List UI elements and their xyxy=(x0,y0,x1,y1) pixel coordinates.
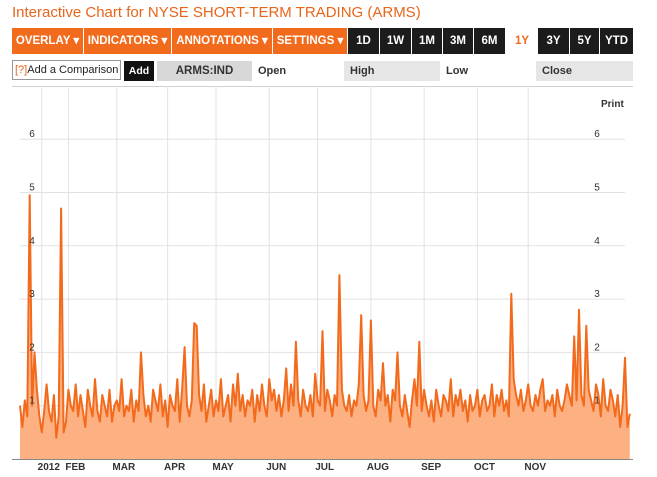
x-tick-label: FEB xyxy=(65,462,85,473)
range-1d-button[interactable]: 1D xyxy=(348,28,380,54)
y-tick-label-left: 2 xyxy=(29,342,35,353)
low-field: Low xyxy=(446,65,468,77)
y-tick-label-left: 1 xyxy=(29,396,35,407)
y-tick-label-left: 5 xyxy=(29,183,35,194)
open-field: Open xyxy=(258,65,287,77)
range-1w-button[interactable]: 1W xyxy=(380,28,412,54)
x-tick-label: SEP xyxy=(421,462,441,473)
range-ytd-button[interactable]: YTD xyxy=(600,28,633,54)
arms-area-chart[interactable]: 1 1 2 2 3 3 4 4 5 5 6 6 2012 FEB MAR APR MAY JUN JUL AUG SEP… xyxy=(12,86,633,475)
y-tick-label-right: 2 xyxy=(594,342,600,353)
y-tick-label-right: 5 xyxy=(594,183,600,194)
range-1m-button[interactable]: 1M xyxy=(412,28,443,54)
help-icon[interactable]: [?] xyxy=(15,64,28,76)
axis-labels: 1 1 2 2 3 3 4 4 5 5 6 6 2012 FEB MAR APR MAY JUN JUL AUG SEP… xyxy=(29,129,600,473)
annotations-menu[interactable]: ANNOTATIONS ▾ xyxy=(172,28,273,54)
caret-down-icon: ▾ xyxy=(337,35,344,47)
y-tick-label-right: 4 xyxy=(594,236,600,247)
x-tick-label: MAR xyxy=(112,462,136,473)
y-tick-label-right: 1 xyxy=(594,396,600,407)
annotations-label: ANNOTATIONS xyxy=(176,35,259,47)
caret-down-icon: ▾ xyxy=(73,35,80,47)
y-tick-label-right: 6 xyxy=(594,129,600,140)
high-field: High xyxy=(344,61,440,81)
chart-toolbar: OVERLAY ▾ INDICATORS ▾ ANNOTATIONS ▾ SET… xyxy=(12,28,633,54)
series-line xyxy=(19,194,631,439)
x-tick-label: AUG xyxy=(367,462,389,473)
range-3y-button[interactable]: 3Y xyxy=(538,28,570,54)
y-tick-label-left: 3 xyxy=(29,289,35,300)
caret-down-icon: ▾ xyxy=(161,35,168,47)
x-tick-label: 2012 xyxy=(38,462,61,473)
symbol-label: ARMS:IND xyxy=(157,61,252,81)
x-tick-label: JUN xyxy=(266,462,286,473)
range-5y-button[interactable]: 5Y xyxy=(570,28,600,54)
x-tick-label: JUL xyxy=(315,462,334,473)
chart-title: Interactive Chart for NYSE SHORT-TERM TR… xyxy=(12,4,421,21)
x-tick-label: NOV xyxy=(524,462,546,473)
comparison-placeholder: Add a Comparison xyxy=(27,64,119,76)
indicators-menu[interactable]: INDICATORS ▾ xyxy=(84,28,172,54)
caret-down-icon: ▾ xyxy=(262,35,268,47)
settings-menu[interactable]: SETTINGS ▾ xyxy=(273,28,348,54)
add-comparison-button[interactable]: Add xyxy=(124,61,154,81)
y-tick-label-left: 4 xyxy=(29,236,35,247)
comparison-input[interactable]: [?]Add a Comparison xyxy=(12,60,121,80)
range-3m-button[interactable]: 3M xyxy=(443,28,474,54)
range-1y-button[interactable]: 1Y xyxy=(506,28,538,54)
y-tick-label-right: 3 xyxy=(594,289,600,300)
indicators-label: INDICATORS xyxy=(87,35,159,47)
quote-bar: [?]Add a Comparison Add ARMS:IND Open Hi… xyxy=(12,60,633,82)
y-tick-label-left: 6 xyxy=(29,129,35,140)
x-tick-label: APR xyxy=(164,462,186,473)
settings-label: SETTINGS xyxy=(276,35,335,47)
overlay-menu[interactable]: OVERLAY ▾ xyxy=(12,28,84,54)
print-link[interactable]: Print xyxy=(601,99,624,110)
range-6m-button[interactable]: 6M xyxy=(474,28,506,54)
x-tick-label: OCT xyxy=(474,462,495,473)
close-field: Close xyxy=(536,61,633,81)
overlay-label: OVERLAY xyxy=(15,35,71,47)
x-tick-label: MAY xyxy=(212,462,234,473)
